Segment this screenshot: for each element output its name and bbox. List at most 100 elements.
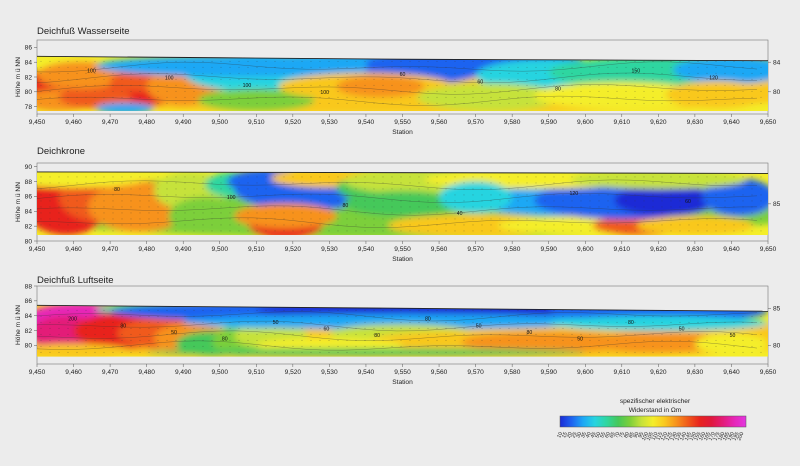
measurement-point [220, 224, 222, 226]
measurement-point [247, 96, 249, 98]
measurement-point [562, 206, 564, 208]
measurement-point [400, 200, 402, 202]
measurement-point [58, 321, 60, 323]
measurement-point [670, 333, 672, 335]
measurement-point [688, 333, 690, 335]
measurement-point [742, 212, 744, 214]
measurement-point [121, 218, 123, 220]
measurement-point [49, 224, 51, 226]
measurement-point [418, 321, 420, 323]
measurement-point [175, 66, 177, 68]
measurement-point [697, 327, 699, 329]
measurement-point [517, 200, 519, 202]
measurement-point [328, 96, 330, 98]
measurement-point [544, 96, 546, 98]
measurement-point [679, 84, 681, 86]
measurement-point [148, 224, 150, 226]
measurement-point [742, 90, 744, 92]
measurement-point [130, 339, 132, 341]
measurement-point [283, 176, 285, 178]
measurement-point [688, 66, 690, 68]
measurement-point [580, 351, 582, 353]
measurement-point [571, 90, 573, 92]
measurement-point [175, 200, 177, 202]
measurement-point [391, 315, 393, 317]
measurement-point [706, 66, 708, 68]
measurement-point [724, 218, 726, 220]
measurement-point [562, 309, 564, 311]
measurement-point [472, 72, 474, 74]
measurement-point [409, 224, 411, 226]
measurement-point [157, 200, 159, 202]
measurement-point [751, 176, 753, 178]
measurement-point [634, 60, 636, 62]
measurement-point [652, 102, 654, 104]
measurement-point [157, 212, 159, 214]
measurement-point [265, 206, 267, 208]
measurement-point [166, 309, 168, 311]
measurement-point [292, 188, 294, 190]
measurement-point [472, 194, 474, 196]
y-tick-label: 80 [25, 238, 33, 245]
measurement-point [580, 102, 582, 104]
measurement-point [481, 321, 483, 323]
measurement-point [301, 90, 303, 92]
measurement-point [580, 333, 582, 335]
measurement-point [373, 315, 375, 317]
contour-label: 80 [343, 203, 349, 209]
measurement-point [526, 66, 528, 68]
measurement-point [463, 182, 465, 184]
measurement-point [427, 200, 429, 202]
measurement-point [112, 182, 114, 184]
measurement-point [589, 96, 591, 98]
measurement-point [724, 194, 726, 196]
measurement-point [580, 194, 582, 196]
measurement-point [175, 102, 177, 104]
measurement-point [463, 188, 465, 190]
measurement-point [175, 194, 177, 196]
measurement-point [733, 90, 735, 92]
measurement-point [751, 339, 753, 341]
measurement-point [94, 78, 96, 80]
measurement-point [652, 96, 654, 98]
measurement-point [733, 315, 735, 317]
measurement-point [418, 90, 420, 92]
measurement-point [301, 309, 303, 311]
measurement-point [184, 60, 186, 62]
measurement-point [121, 333, 123, 335]
measurement-point [409, 351, 411, 353]
measurement-point [283, 72, 285, 74]
measurement-point [346, 224, 348, 226]
measurement-point [490, 194, 492, 196]
measurement-point [166, 230, 168, 232]
measurement-point [292, 218, 294, 220]
measurement-point [472, 176, 474, 178]
measurement-point [589, 84, 591, 86]
measurement-point [265, 102, 267, 104]
measurement-point [670, 230, 672, 232]
measurement-point [211, 351, 213, 353]
measurement-point [85, 90, 87, 92]
measurement-point [625, 230, 627, 232]
measurement-point [121, 66, 123, 68]
measurement-point [256, 333, 258, 335]
measurement-point [382, 351, 384, 353]
measurement-point [661, 315, 663, 317]
colorbar-tick-label: 145 [684, 431, 693, 441]
measurement-point [193, 230, 195, 232]
measurement-point [301, 176, 303, 178]
measurement-point [265, 224, 267, 226]
measurement-point [706, 60, 708, 62]
measurement-point [751, 321, 753, 323]
colorbar-tick-label: 45 [590, 431, 598, 439]
measurement-point [184, 327, 186, 329]
measurement-point [715, 60, 717, 62]
measurement-point [148, 315, 150, 317]
measurement-point [265, 327, 267, 329]
measurement-point [652, 188, 654, 190]
measurement-point [382, 309, 384, 311]
measurement-point [40, 182, 42, 184]
measurement-point [706, 176, 708, 178]
measurement-point [373, 200, 375, 202]
right-y-tick-label: 84 [773, 60, 781, 67]
